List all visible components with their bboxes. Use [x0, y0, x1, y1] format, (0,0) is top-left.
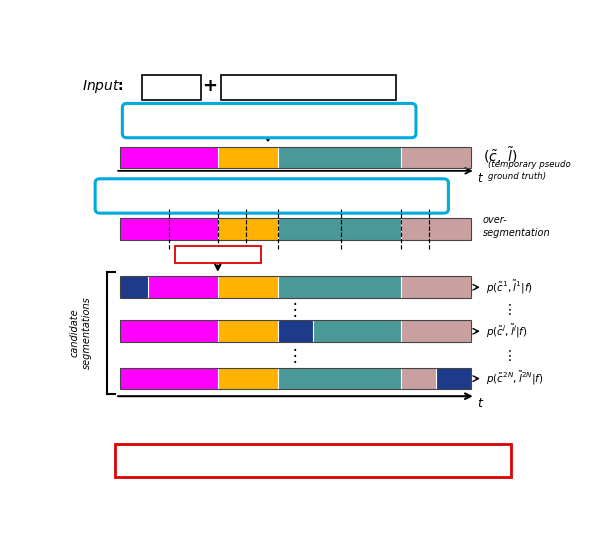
Bar: [120, 368, 218, 390]
Bar: [218, 218, 278, 239]
Text: $p(\tilde{c}^j,\tilde{l}^j|f)$: $p(\tilde{c}^j,\tilde{l}^j|f)$: [486, 323, 528, 340]
Bar: [400, 276, 471, 298]
Text: $\it{Input}$:: $\it{Input}$:: [82, 78, 124, 95]
FancyBboxPatch shape: [115, 444, 511, 477]
Text: $p(\tilde{c}^{2N},\tilde{l}^{2N}|f)$: $p(\tilde{c}^{2N},\tilde{l}^{2N}|f)$: [486, 370, 544, 387]
Bar: [400, 146, 471, 168]
Text: SCV output: $(\hat{c},\hat{l})\ =\ \mathrm{argmax}_j\ p(\tilde{c}^j,\tilde{l}^j|: SCV output: $(\hat{c},\hat{l})\ =\ \math…: [196, 448, 431, 471]
Text: $(\tilde{c},\ \tilde{l})$: $(\tilde{c},\ \tilde{l})$: [483, 145, 517, 166]
Bar: [278, 368, 400, 390]
Bar: [120, 218, 218, 239]
Bar: [278, 276, 400, 298]
Text: $\vdots$: $\vdots$: [286, 300, 298, 319]
Bar: [120, 320, 471, 342]
Bar: [120, 146, 471, 168]
FancyBboxPatch shape: [95, 179, 448, 213]
FancyBboxPatch shape: [221, 75, 396, 100]
Bar: [120, 276, 148, 298]
Bar: [218, 146, 278, 168]
Text: $\bf{+}$: $\bf{+}$: [202, 77, 217, 95]
Text: $t$: $t$: [477, 172, 484, 185]
Bar: [120, 368, 471, 390]
Bar: [120, 320, 218, 342]
Text: $p(\tilde{c}^1,\tilde{l}^1|f)$: $p(\tilde{c}^1,\tilde{l}^1|f)$: [486, 279, 533, 296]
Text: $\vdots$: $\vdots$: [502, 348, 511, 363]
Text: Video: Video: [153, 80, 188, 92]
Text: (temporary pseudo
ground truth): (temporary pseudo ground truth): [488, 160, 570, 181]
Bar: [120, 276, 471, 298]
Text: $\vdots$: $\vdots$: [502, 301, 511, 317]
Bar: [313, 320, 400, 342]
Bar: [400, 320, 471, 342]
Bar: [218, 320, 278, 342]
FancyBboxPatch shape: [123, 103, 416, 138]
Text: Label flipping: Label flipping: [183, 250, 253, 259]
Bar: [400, 368, 436, 390]
Bar: [278, 320, 313, 342]
Text: over-
segmentation: over- segmentation: [483, 215, 551, 238]
Bar: [218, 276, 278, 298]
Bar: [120, 146, 218, 168]
Text: $C\!=\!\{c_1, c_2,\ldots,c_M\}$: $C\!=\!\{c_1, c_2,\ldots,c_M\}$: [257, 78, 360, 94]
Text: candidate
segmentations: candidate segmentations: [70, 296, 92, 369]
Text: $\mathbf{First\ Step}$: Vanilla Viterbi: $\mathbf{First\ Step}$: Vanilla Viterbi: [182, 111, 357, 128]
Bar: [400, 218, 471, 239]
Bar: [278, 146, 400, 168]
FancyBboxPatch shape: [142, 75, 201, 100]
Bar: [148, 276, 218, 298]
Bar: [436, 368, 471, 390]
Text: $\mathbf{Second\ Step}$: Postprocessing: $\mathbf{Second\ Step}$: Postprocessing: [171, 187, 373, 203]
Text: $\vdots$: $\vdots$: [286, 345, 298, 364]
FancyBboxPatch shape: [174, 246, 261, 263]
Bar: [218, 368, 278, 390]
Text: $t$: $t$: [477, 398, 484, 411]
Bar: [120, 218, 471, 239]
Bar: [278, 218, 400, 239]
